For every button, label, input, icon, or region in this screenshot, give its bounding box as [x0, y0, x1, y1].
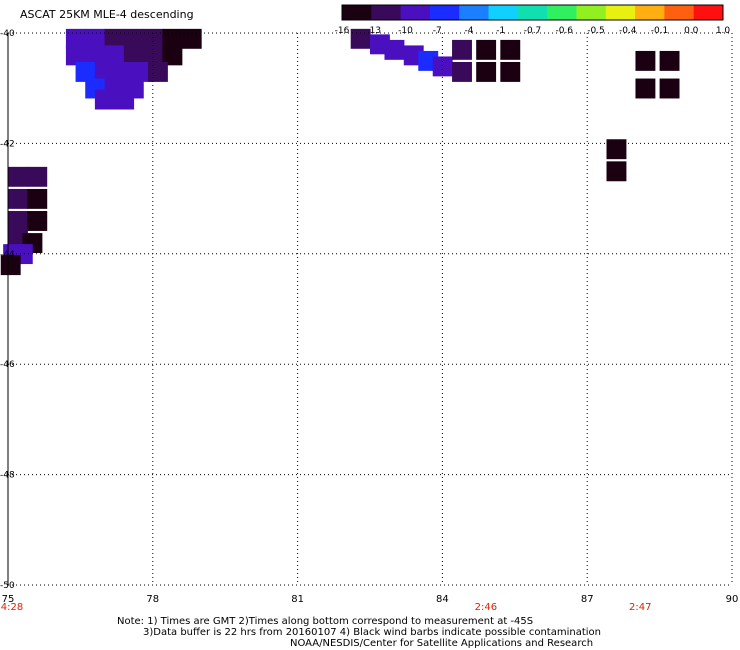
latitude-tick-label: -46 [0, 360, 15, 370]
swath-cell [27, 211, 48, 231]
time-label: 2:46 [475, 602, 497, 613]
latitude-labels: -40 -42 -44 -46 -48 -50 [0, 29, 15, 591]
swath-cell [94, 61, 115, 82]
swath-cell [85, 45, 106, 66]
longitude-tick-label: 75 [2, 594, 15, 605]
swath-cell [123, 28, 144, 49]
swath-cell [0, 255, 21, 276]
swath-cell [114, 61, 135, 82]
swath-cell [500, 39, 521, 60]
swath-cell [452, 61, 472, 82]
colorbar-swatch [517, 5, 548, 20]
swath-cell [123, 45, 144, 66]
colorbar-tick-label: -4 [465, 26, 474, 36]
swath-cell [143, 45, 164, 66]
colorbar-tick-label: -16 [335, 26, 350, 36]
colorbar-border [341, 4, 724, 21]
swath-cell [104, 28, 125, 49]
swath-cell [476, 39, 497, 60]
colorbar-swatch [605, 5, 636, 20]
latitude-tick-label: -42 [0, 139, 15, 149]
swath-cell [162, 45, 183, 66]
latitude-tick-label: -40 [0, 29, 15, 39]
swath-cell [476, 61, 497, 82]
swath-cell [635, 50, 656, 71]
colorbar-tick-label: -13 [366, 26, 381, 36]
swath-cells [0, 28, 680, 276]
time-label: 2:47 [629, 602, 651, 613]
colorbar-tick-label: -0.6 [555, 26, 573, 36]
colorbar-swatch [342, 5, 372, 20]
swath-cell [635, 78, 656, 99]
swath-cell [659, 78, 680, 99]
longitude-labels: 75 78 81 84 87 90 [2, 594, 739, 605]
swath-cell [147, 61, 168, 82]
swath-cell [65, 45, 86, 66]
swath-cell [8, 211, 28, 231]
colorbar-tick-label: -7 [433, 26, 442, 36]
swath-cell [8, 188, 28, 209]
longitude-tick-label: 87 [581, 594, 594, 605]
swath-cell [432, 56, 453, 77]
colorbar-swatch [400, 5, 431, 20]
colorbar-tick-label: -1 [496, 26, 505, 36]
colorbar-swatch [576, 5, 607, 20]
colorbar-tick-label: -0.7 [524, 26, 542, 36]
colorbar-swatch [547, 5, 577, 20]
swath-cell [94, 89, 115, 110]
colorbar-tick-label: 1.0 [716, 26, 731, 36]
latitude-tick-label: -50 [0, 581, 15, 591]
latitude-tick-label: -48 [0, 471, 15, 481]
colorbar: -16 -13 -10 -7 -4 -1 -0.7 -0.6 -0.5 -0.4 -0.1 0.0 1.… [335, 4, 731, 36]
swath-cell [452, 39, 472, 60]
swath-cell [659, 50, 680, 71]
swath-cell [181, 28, 202, 49]
map-grid [7, 32, 733, 586]
swath-cell [27, 166, 48, 187]
swath-cell [384, 39, 405, 60]
swath-cell [65, 28, 86, 49]
longitude-tick-label: 90 [726, 594, 739, 605]
footnote-credit: NOAA/NESDIS/Center for Satellite Applica… [290, 638, 594, 649]
colorbar-swatch [371, 5, 402, 20]
swath-cell [143, 28, 164, 49]
longitude-tick-label: 78 [146, 594, 159, 605]
colorbar-tick-label: -0.5 [587, 26, 605, 36]
time-label: 4:28 [1, 602, 23, 613]
footnote-line-1: Note: 1) Times are GMT 2)Times along bot… [117, 616, 534, 627]
swath-cell [104, 45, 125, 66]
map-title: ASCAT 25KM MLE-4 descending [20, 8, 194, 21]
swath-cell [27, 188, 48, 209]
swath-cell [114, 89, 135, 110]
time-labels: 4:28 2:46 2:47 [1, 602, 652, 613]
swath-cell [606, 161, 627, 182]
swath-cell [8, 166, 28, 187]
longitude-tick-label: 81 [291, 594, 304, 605]
colorbar-swatch [635, 5, 665, 20]
swath-cell [350, 28, 371, 49]
longitude-tick-label: 84 [436, 594, 449, 605]
swath-cell [606, 139, 627, 160]
colorbar-swatch [488, 5, 519, 20]
colorbar-swatch [429, 5, 460, 20]
swath-cell [162, 28, 183, 49]
latitude-tick-label: -44 [0, 250, 15, 260]
footnote-line-2: 3)Data buffer is 22 hrs from 20160107 4)… [143, 627, 601, 638]
colorbar-swatch [664, 5, 695, 20]
swath-cell [500, 61, 521, 82]
colorbar-tick-label: -0.4 [619, 26, 637, 36]
swath-cell [75, 61, 96, 82]
colorbar-swatch [459, 5, 490, 20]
colorbar-tick-label: 0.0 [684, 26, 699, 36]
colorbar-tick-label: -0.1 [651, 26, 669, 36]
colorbar-tick-label: -10 [398, 26, 413, 36]
colorbar-swatch [693, 5, 724, 20]
swath-cell [85, 28, 106, 49]
